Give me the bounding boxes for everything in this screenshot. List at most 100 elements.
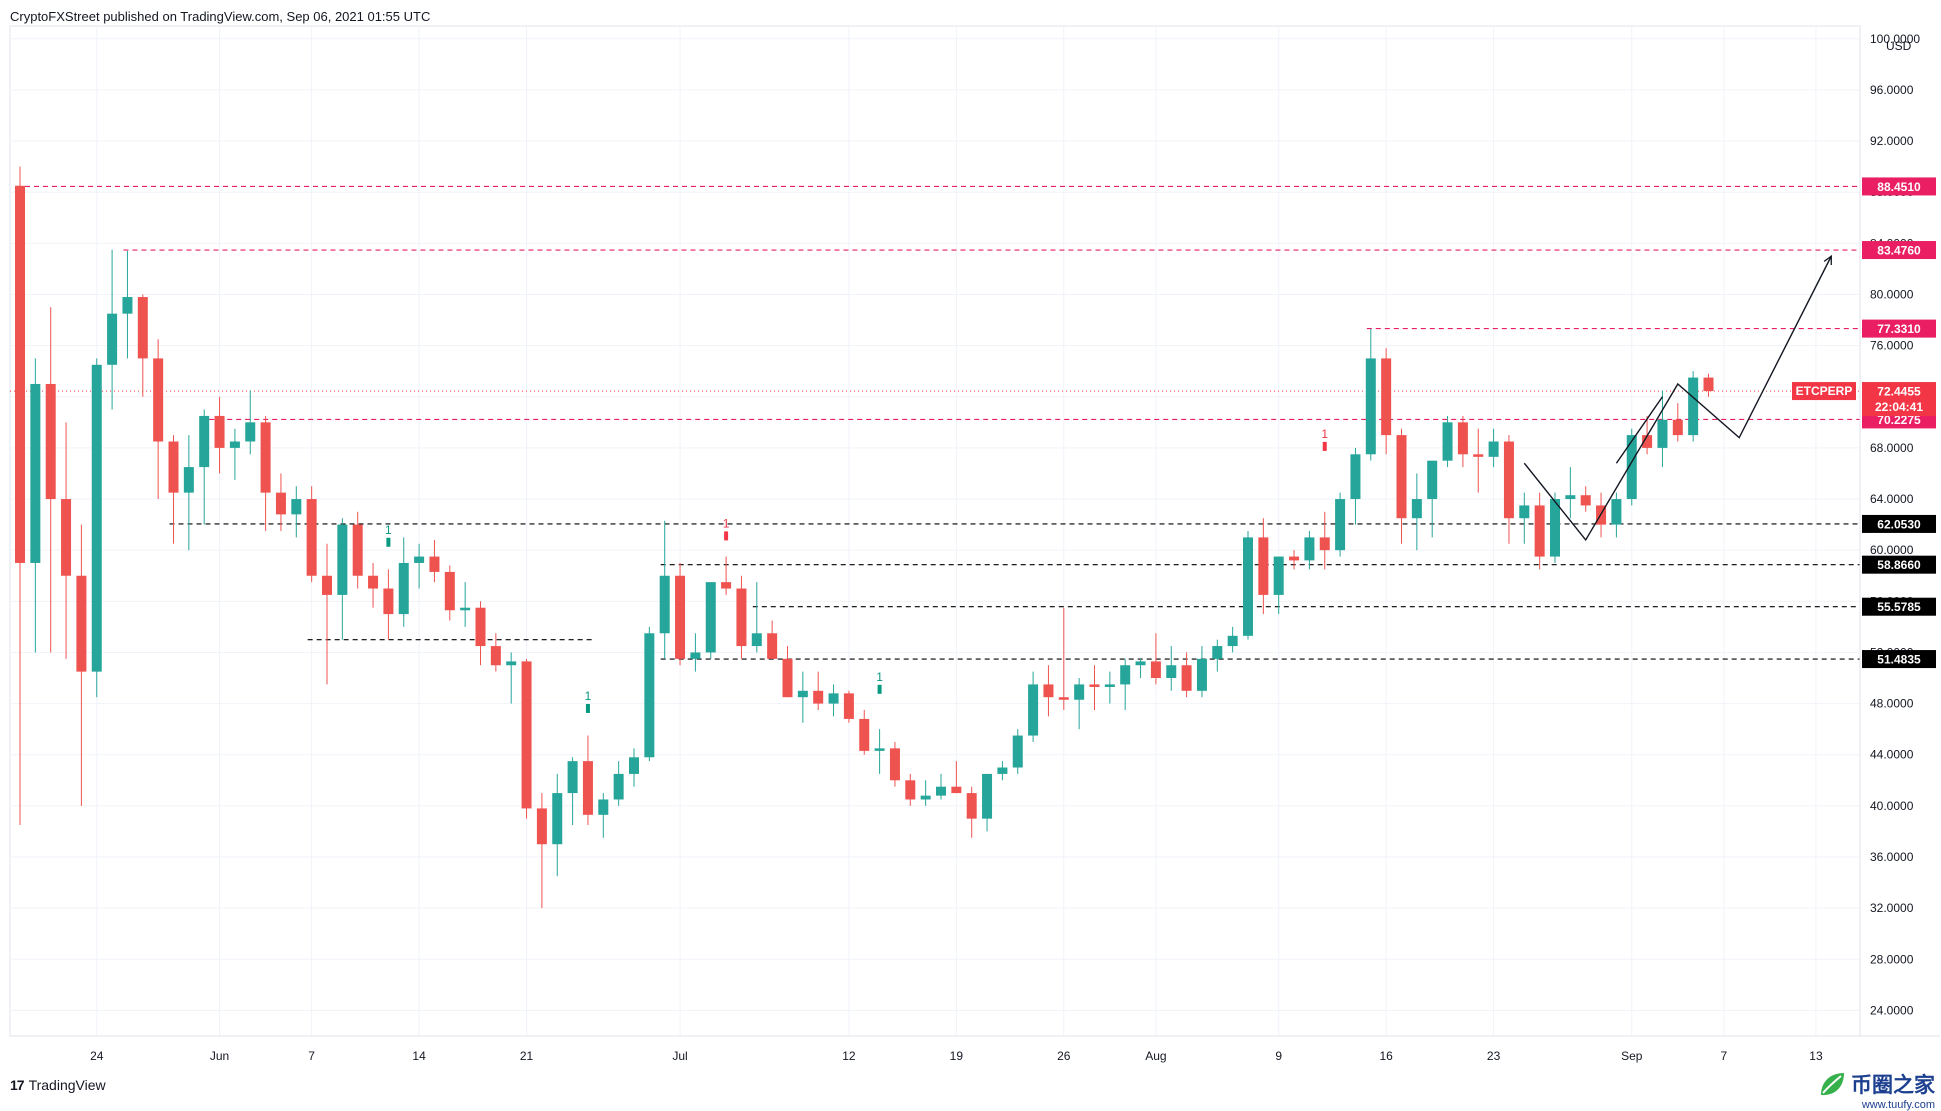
- signal-label: 1: [723, 516, 730, 530]
- candle-body: [475, 607, 486, 647]
- candle-body: [644, 633, 655, 758]
- y-tick-label: 28.0000: [1870, 952, 1914, 966]
- level-price-text: 58.8660: [1877, 558, 1921, 572]
- candle-body: [1688, 377, 1699, 436]
- level-price-text: 88.4510: [1877, 180, 1921, 194]
- candle-body: [322, 575, 332, 595]
- candle-body: [30, 383, 41, 563]
- site-watermark: 币圈之家 www.tuufy.com: [1817, 1069, 1935, 1111]
- candle-body: [613, 773, 624, 800]
- candle-body: [1335, 499, 1346, 551]
- countdown-text: 22:04:41: [1875, 400, 1923, 414]
- y-tick-label: 64.0000: [1870, 492, 1914, 506]
- candle-body: [1396, 435, 1407, 519]
- candles: [15, 166, 1714, 909]
- candle-body: [1657, 419, 1668, 448]
- candle-body: [966, 793, 977, 819]
- candle-body: [1519, 505, 1530, 519]
- signal-mark: [1322, 441, 1327, 451]
- candle-body: [1411, 499, 1422, 519]
- signal-label: 1: [585, 689, 592, 703]
- candle-body: [1150, 661, 1161, 679]
- candle-body: [751, 633, 762, 647]
- candle-body: [490, 646, 501, 666]
- candle-body: [1104, 684, 1115, 687]
- candle-body: [1672, 419, 1683, 436]
- price-labels: 88.4510 83.4760 77.3310 70.2275 62.0530 58.86…: [1792, 177, 1936, 669]
- candle-body: [291, 499, 302, 515]
- y-tick-label: 36.0000: [1870, 850, 1914, 864]
- x-tick-label: 7: [1721, 1049, 1728, 1063]
- x-tick-label: 14: [412, 1049, 426, 1063]
- candle-body: [229, 441, 240, 448]
- candle-body: [1350, 454, 1361, 500]
- x-tick-label: 19: [950, 1049, 964, 1063]
- signal-mark: [585, 703, 590, 713]
- x-tick-label: 7: [308, 1049, 315, 1063]
- candle-body: [552, 793, 563, 845]
- candle-body: [168, 441, 179, 493]
- candle-body: [460, 607, 471, 611]
- x-tick-label: 9: [1275, 1049, 1282, 1063]
- y-tick-label: 96.0000: [1870, 83, 1914, 97]
- candle-body: [1028, 684, 1039, 736]
- x-tick-label: Aug: [1145, 1049, 1166, 1063]
- symbol-tag: [1792, 382, 1856, 401]
- candle-body: [951, 786, 962, 794]
- candle-body: [383, 588, 394, 615]
- candle-body: [1304, 537, 1315, 561]
- candle-body: [767, 633, 778, 659]
- level-price-tag: [1862, 514, 1936, 533]
- candle-body: [813, 690, 824, 704]
- candle-body: [153, 358, 164, 442]
- horizontal-levels: [10, 185, 1860, 660]
- signal-mark: [877, 684, 882, 694]
- x-tick-label: Jul: [672, 1049, 687, 1063]
- last-price-text: 72.4455: [1877, 385, 1921, 399]
- candle-body: [582, 761, 593, 815]
- chart-grid: [9, 25, 1861, 1037]
- candle-body: [45, 383, 56, 500]
- x-tick-label: 24: [90, 1049, 104, 1063]
- time-axis: 24 Jun 7 14 21 Jul 12 19 26 Aug 9 16 23 Sep 7 13: [10, 1035, 1940, 1063]
- candle-body: [429, 556, 440, 572]
- candle-body: [1457, 422, 1468, 455]
- x-tick-label: Jun: [210, 1049, 229, 1063]
- y-tick-label: 60.0000: [1870, 543, 1914, 557]
- candle-body: [536, 808, 547, 845]
- candle-body: [1074, 684, 1085, 700]
- trend-drawings: [1523, 256, 1831, 542]
- trend-path: [1615, 396, 1664, 464]
- publish-header: CryptoFXStreet published on TradingView.…: [10, 9, 431, 24]
- candle-body: [352, 524, 363, 576]
- candle-body: [905, 780, 916, 800]
- candle-body: [982, 773, 993, 819]
- brand-label: TradingView: [28, 1077, 106, 1093]
- candle-body: [1534, 505, 1545, 557]
- y-tick-label: 40.0000: [1870, 799, 1914, 813]
- level-price-tag: [1862, 241, 1936, 260]
- watermark-text: 币圈之家: [1851, 1073, 1935, 1097]
- y-tick-label: 32.0000: [1870, 901, 1914, 915]
- candle-body: [1166, 665, 1177, 679]
- tradingview-brand[interactable]: 17 TradingView: [10, 1077, 106, 1093]
- level-price-text: 62.0530: [1877, 517, 1921, 531]
- candle-body: [874, 748, 885, 751]
- trend-path: [1523, 256, 1831, 542]
- candle-body: [1488, 441, 1499, 457]
- symbol-tag-text: ETCPERP: [1796, 384, 1853, 398]
- candle-body: [199, 415, 210, 468]
- level-price-tag: [1862, 319, 1936, 338]
- candle-body: [368, 575, 379, 589]
- x-tick-label: 23: [1487, 1049, 1501, 1063]
- candle-body: [920, 795, 931, 800]
- candle-body: [76, 575, 87, 672]
- x-tick-label: 12: [842, 1049, 856, 1063]
- candle-body: [214, 415, 225, 448]
- signal-mark: [386, 537, 391, 547]
- candle-body: [306, 499, 317, 576]
- candle-body: [1565, 495, 1576, 500]
- signal-label: 1: [1321, 427, 1328, 441]
- candle-body: [567, 761, 578, 794]
